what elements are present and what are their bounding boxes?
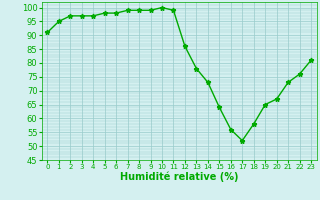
X-axis label: Humidité relative (%): Humidité relative (%) xyxy=(120,172,238,182)
